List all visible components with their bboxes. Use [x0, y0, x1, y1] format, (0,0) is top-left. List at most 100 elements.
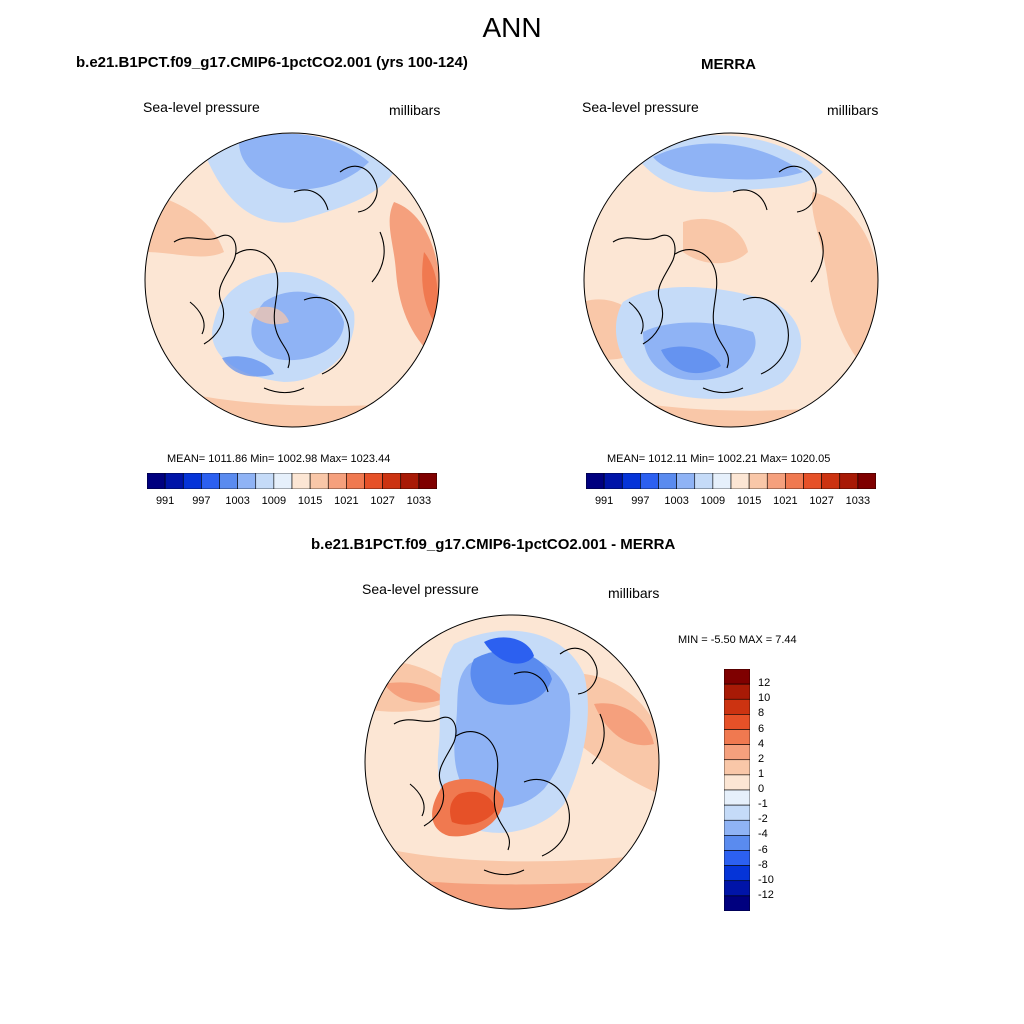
panel1-colorbar [146, 472, 438, 490]
panel2-high-pressure-east [812, 192, 878, 382]
panel2-colorbar-tick-label: 1027 [809, 495, 834, 507]
panel3-negative-peak-arctic [484, 637, 534, 664]
panel2-colorbar-box-9 [748, 472, 768, 490]
panel2-colorbar-box-7 [712, 472, 732, 490]
panel2-colorbar-box-13 [821, 472, 841, 490]
panel1-colorbar-box-5 [237, 472, 257, 490]
panel3-colorbar-tick-label: 0 [758, 783, 765, 795]
panel1-low-core-north [239, 133, 369, 190]
panel3-colorbar-box-11 [723, 835, 751, 851]
panel3-title: b.e21.B1PCT.f09_g17.CMIP6-1pctCO2.001 - … [311, 536, 676, 553]
panel3-colorbar-box-10 [723, 819, 751, 836]
panel1-colorbar-box-12 [364, 472, 383, 490]
panel1-colorbar-box-10 [327, 472, 347, 490]
panel1-greenland-high [249, 306, 289, 325]
panel2-colorbar-box-0 [585, 472, 605, 490]
panel3-colorbar-box-14 [723, 880, 751, 897]
panel1-colorbar-box-0 [146, 472, 166, 490]
panel3-colorbar-tick-label: -4 [758, 828, 768, 841]
panel1-colorbar-box-1 [164, 472, 184, 490]
panel3-colorbar-box-5 [723, 744, 751, 761]
panel3-colorbar-tick-label: -8 [758, 858, 768, 871]
panel3-colorbar-tick-label: 1 [758, 767, 765, 780]
panel1-colorbar-tick-label: 991 [155, 495, 175, 507]
panel1-colorbar-box-8 [291, 472, 311, 490]
panel2-title: MERRA [701, 56, 756, 73]
panel2-colorbar-box-4 [658, 472, 677, 490]
panel1-colorbar-tick-label: 1021 [334, 495, 359, 507]
panel3-colorbar-tick-label: 6 [758, 722, 765, 735]
panel3-colorbar-tick-label: 8 [758, 707, 765, 720]
panel1-coastlines [173, 165, 385, 394]
panel2-units-label: millibars [827, 102, 879, 118]
panel2-polar-map [583, 132, 879, 428]
panel1-title: b.e21.B1PCT.f09_g17.CMIP6-1pctCO2.001 (y… [76, 54, 468, 71]
panel2-low-core-north [653, 143, 803, 180]
panel3-colorbar-box-15 [723, 895, 751, 912]
panel3-colorbar-box-2 [723, 698, 751, 715]
figure-title: ANN [482, 12, 542, 43]
panel3-positive-core-east [594, 703, 654, 746]
panel3-colorbar-tick-label: -6 [758, 843, 768, 856]
panel1-colorbar-box-14 [400, 472, 420, 490]
panel1-map-border [144, 132, 440, 428]
panel2-colorbar-tick-label: 1021 [773, 495, 798, 507]
panel3-colorbar-box-7 [723, 774, 751, 791]
panel3-colorbar-box-0 [723, 668, 751, 685]
panel3-colorbar-ticks: 12 10 8 6 4 2 1 0 -1 -2 -4 -6 -8 -10 -12 [758, 669, 798, 911]
panel1-colorbar-tick-label: 1003 [225, 495, 250, 507]
panel3-coastlines [393, 647, 605, 876]
panel3-colorbar-box-13 [723, 865, 751, 882]
panel3-colorbar-tick-label: -2 [758, 813, 768, 826]
panel3-colorbar-box-3 [723, 714, 751, 730]
panel2-colorbar-box-15 [857, 472, 877, 490]
panel2-colorbar-tick-label: 1003 [664, 495, 689, 507]
panel2-colorbar-tick-label: 1015 [736, 495, 762, 507]
panel1-polar-map [144, 132, 440, 428]
panel2-coastlines [612, 165, 824, 394]
panel1-high-pressure-east [389, 202, 439, 362]
panel1-colorbar-box-15 [418, 472, 438, 490]
panel2-colorbar-box-3 [640, 472, 659, 490]
panel3-units-label: millibars [608, 585, 660, 601]
panel2-colorbar-box-8 [730, 472, 750, 490]
panel2-colorbar-box-11 [785, 472, 804, 490]
panel1-colorbar-ticks: 991 997 1003 1009 1015 1021 1027 1033 [147, 495, 437, 509]
panel2-colorbar-box-12 [803, 472, 822, 490]
panel2-colorbar-tick-label: 991 [594, 495, 614, 507]
panel2-colorbar-box-14 [839, 472, 859, 490]
panel1-colorbar-boxes [146, 472, 438, 490]
panel2-colorbar-tick-label: 997 [631, 495, 650, 507]
panel1-colorbar-box-4 [219, 472, 238, 490]
panel2-colorbar-box-10 [766, 472, 786, 490]
panel1-colorbar-tick-label: 1015 [297, 495, 323, 507]
panel2-colorbar-box-1 [603, 472, 623, 490]
panel3-polar-map [364, 614, 660, 910]
panel3-positive-core-northwest [384, 682, 444, 703]
panel2-colorbar-box-2 [621, 472, 641, 490]
panel3-colorbar-tick-label: 12 [758, 677, 771, 690]
panel1-colorbar-box-6 [255, 472, 275, 490]
panel3-colorbar-tick-label: -1 [758, 798, 768, 811]
panel1-colorbar-tick-label: 1027 [370, 495, 395, 507]
panel2-variable-label: Sea-level pressure [582, 99, 699, 115]
panel3-colorbar-box-12 [723, 850, 751, 866]
panel3-colorbar-box-4 [723, 729, 751, 745]
panel1-colorbar-tick-label: 1033 [406, 495, 432, 507]
panel3-colorbar-box-9 [723, 804, 751, 821]
panel1-colorbar-tick-label: 997 [192, 495, 211, 507]
panel3-colorbar-tick-label: 10 [758, 692, 771, 705]
panel1-colorbar-box-3 [201, 472, 220, 490]
panel2-colorbar-box-5 [676, 472, 696, 490]
panel2-colorbar-boxes [585, 472, 877, 490]
panel1-low-core-iceland [222, 356, 274, 377]
panel2-colorbar-box-6 [694, 472, 714, 490]
panel1-colorbar-box-13 [382, 472, 402, 490]
panel1-stats: MEAN= 1011.86 Min= 1002.98 Max= 1023.44 [167, 453, 391, 465]
panel3-map-border [364, 614, 660, 910]
panel2-colorbar [585, 472, 877, 490]
panel3-colorbar-tick-label: 2 [758, 752, 765, 765]
panel3-positive-core-greenland [450, 791, 496, 825]
panel1-units-label: millibars [389, 102, 441, 118]
panel1-colorbar-box-9 [309, 472, 329, 490]
